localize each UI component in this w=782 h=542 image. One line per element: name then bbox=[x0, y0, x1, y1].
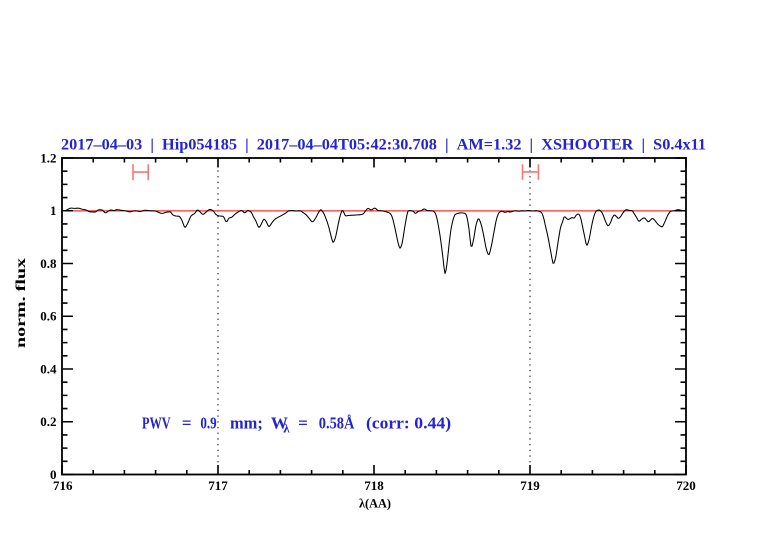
svg-text:norm. flux: norm. flux bbox=[14, 258, 29, 348]
svg-text:0.8: 0.8 bbox=[40, 256, 57, 271]
svg-text:0: 0 bbox=[50, 467, 57, 482]
svg-text:720: 720 bbox=[676, 478, 696, 493]
svg-text:PWV: PWV bbox=[142, 413, 171, 432]
svg-text:717: 717 bbox=[208, 478, 228, 493]
svg-text:718: 718 bbox=[364, 478, 384, 493]
svg-text:1: 1 bbox=[50, 203, 57, 218]
svg-text:0.4: 0.4 bbox=[40, 361, 57, 376]
svg-text:λ(AA): λ(AA) bbox=[359, 496, 391, 511]
svg-text:2017–04–03 | Hip054185 | 2: 2017–04–03 | Hip054185 | 2017–04–04T05:4… bbox=[61, 137, 706, 154]
svg-text:λ: λ bbox=[283, 420, 290, 435]
svg-text:0.2: 0.2 bbox=[40, 414, 56, 429]
svg-text:=: = bbox=[182, 413, 192, 432]
svg-text:719: 719 bbox=[520, 478, 540, 493]
svg-text:W: W bbox=[271, 413, 288, 432]
svg-text:mm;: mm; bbox=[230, 413, 263, 432]
svg-text:0.58Å: 0.58Å bbox=[319, 413, 355, 432]
svg-text:716: 716 bbox=[53, 478, 73, 493]
svg-text:0.9: 0.9 bbox=[200, 413, 216, 432]
svg-text:=: = bbox=[298, 413, 308, 432]
svg-text:(corr:: (corr: bbox=[366, 413, 410, 432]
svg-text:0.44): 0.44) bbox=[414, 413, 451, 432]
svg-text:1.2: 1.2 bbox=[40, 150, 56, 165]
svg-text:0.6: 0.6 bbox=[40, 309, 57, 324]
